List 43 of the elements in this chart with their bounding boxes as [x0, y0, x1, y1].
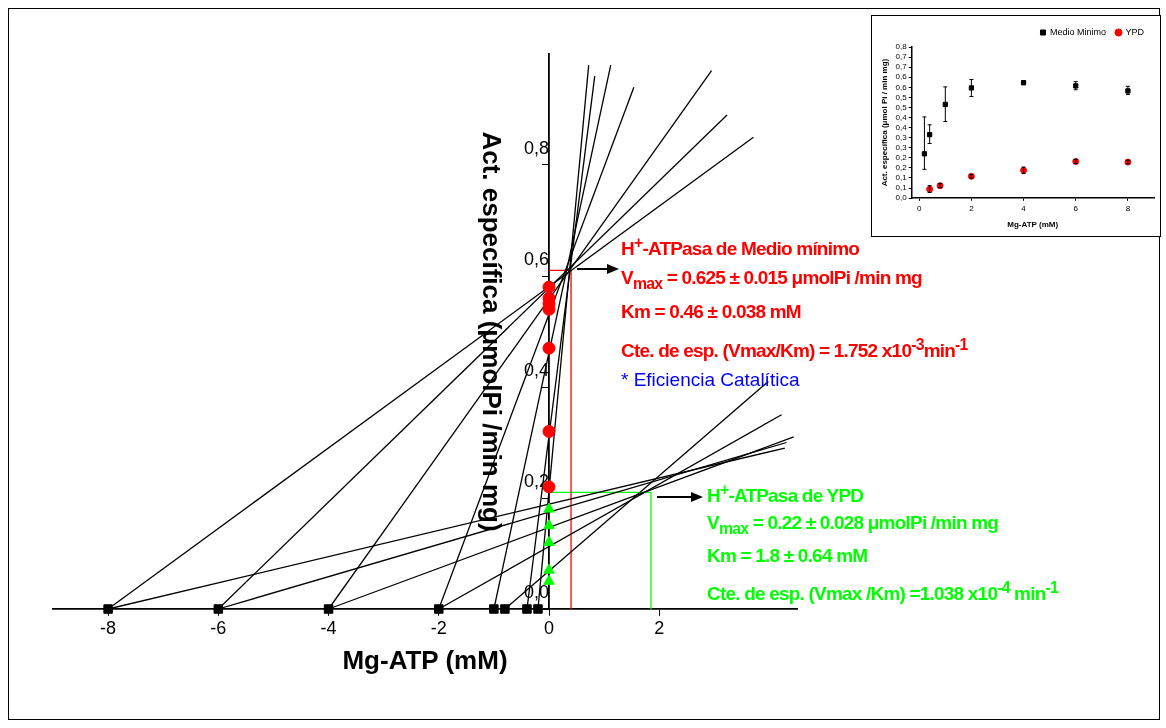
y-tick-label: 0,2: [895, 153, 908, 163]
annotation: V$_{max}$ = 0.625 ± 0.015 μmolPi /min mg: [621, 267, 922, 293]
annotation: H$^{+}$-ATPasa de YPD: [707, 481, 864, 508]
x-tick-label: 6: [1073, 203, 1079, 213]
legend-label: Medio Minimo: [1049, 26, 1107, 37]
y-tick-label: 0,7: [895, 62, 908, 72]
y-tick-label: 0,6: [523, 248, 549, 269]
annotation: Km = 1.8 ± 0.64 mM: [707, 545, 868, 567]
annotation: V$_{max}$ = 0.22 ± 0.028 μmolPi /min mg: [707, 512, 999, 538]
y-tick-label: 0,3: [895, 142, 908, 152]
x-tick-label: 0: [543, 617, 555, 638]
x-tick-label: 2: [969, 203, 975, 213]
y-tick-label: 0,6: [895, 82, 908, 92]
y-tick-label: 0,8: [523, 137, 549, 158]
legend-label: YPD: [1125, 26, 1145, 37]
y-tick-label: 0,7: [895, 52, 908, 62]
x-tick-label: 2: [654, 617, 665, 638]
y-axis-title: Act. específica (μmolPi /min mg): [477, 131, 508, 532]
annotation: Km = 0.46 ± 0.038 mM: [621, 301, 801, 323]
x-tick-label: -6: [210, 617, 227, 638]
x-tick-label: -2: [430, 617, 447, 638]
y-tick-label: 0,5: [895, 102, 908, 112]
y-tick-label: 0,8: [895, 42, 908, 52]
x-tick-label: 8: [1125, 203, 1131, 213]
annotation: Cte. de esp. (Vmax /Km) =1.038 x10$^{-4}$ min$^{-1}$: [707, 579, 1058, 606]
y-tick-label: 0,6: [895, 72, 908, 82]
x-axis-title: Mg-ATP (mM): [342, 645, 508, 676]
y-axis-title: Act. específica (μmol Pi / min mg): [880, 58, 889, 187]
y-tick-label: 0,4: [895, 112, 908, 122]
y-tick-label: 0,2: [895, 163, 908, 173]
y-tick-label: 0,4: [895, 122, 908, 132]
x-tick-label: 0: [916, 203, 922, 213]
y-tick-label: 0,3: [895, 132, 908, 142]
x-tick-label: 4: [1021, 203, 1027, 213]
y-tick-label: 0,1: [895, 183, 908, 193]
y-tick-label: 0,0: [895, 193, 908, 203]
x-tick-label: -4: [320, 617, 337, 638]
annotation: * Eficiencia Catalítica: [621, 369, 800, 391]
y-tick-label: 0,1: [895, 173, 908, 183]
x-tick-label: -8: [100, 617, 117, 638]
y-tick-label: 0,5: [895, 92, 908, 102]
annotation: H$^{+}$-ATPasa de Medio mínimo: [621, 234, 860, 261]
annotation: Cte. de esp. (Vmax/Km) = 1.752 x10$^{-3}$min$^{-1}$: [621, 336, 968, 363]
